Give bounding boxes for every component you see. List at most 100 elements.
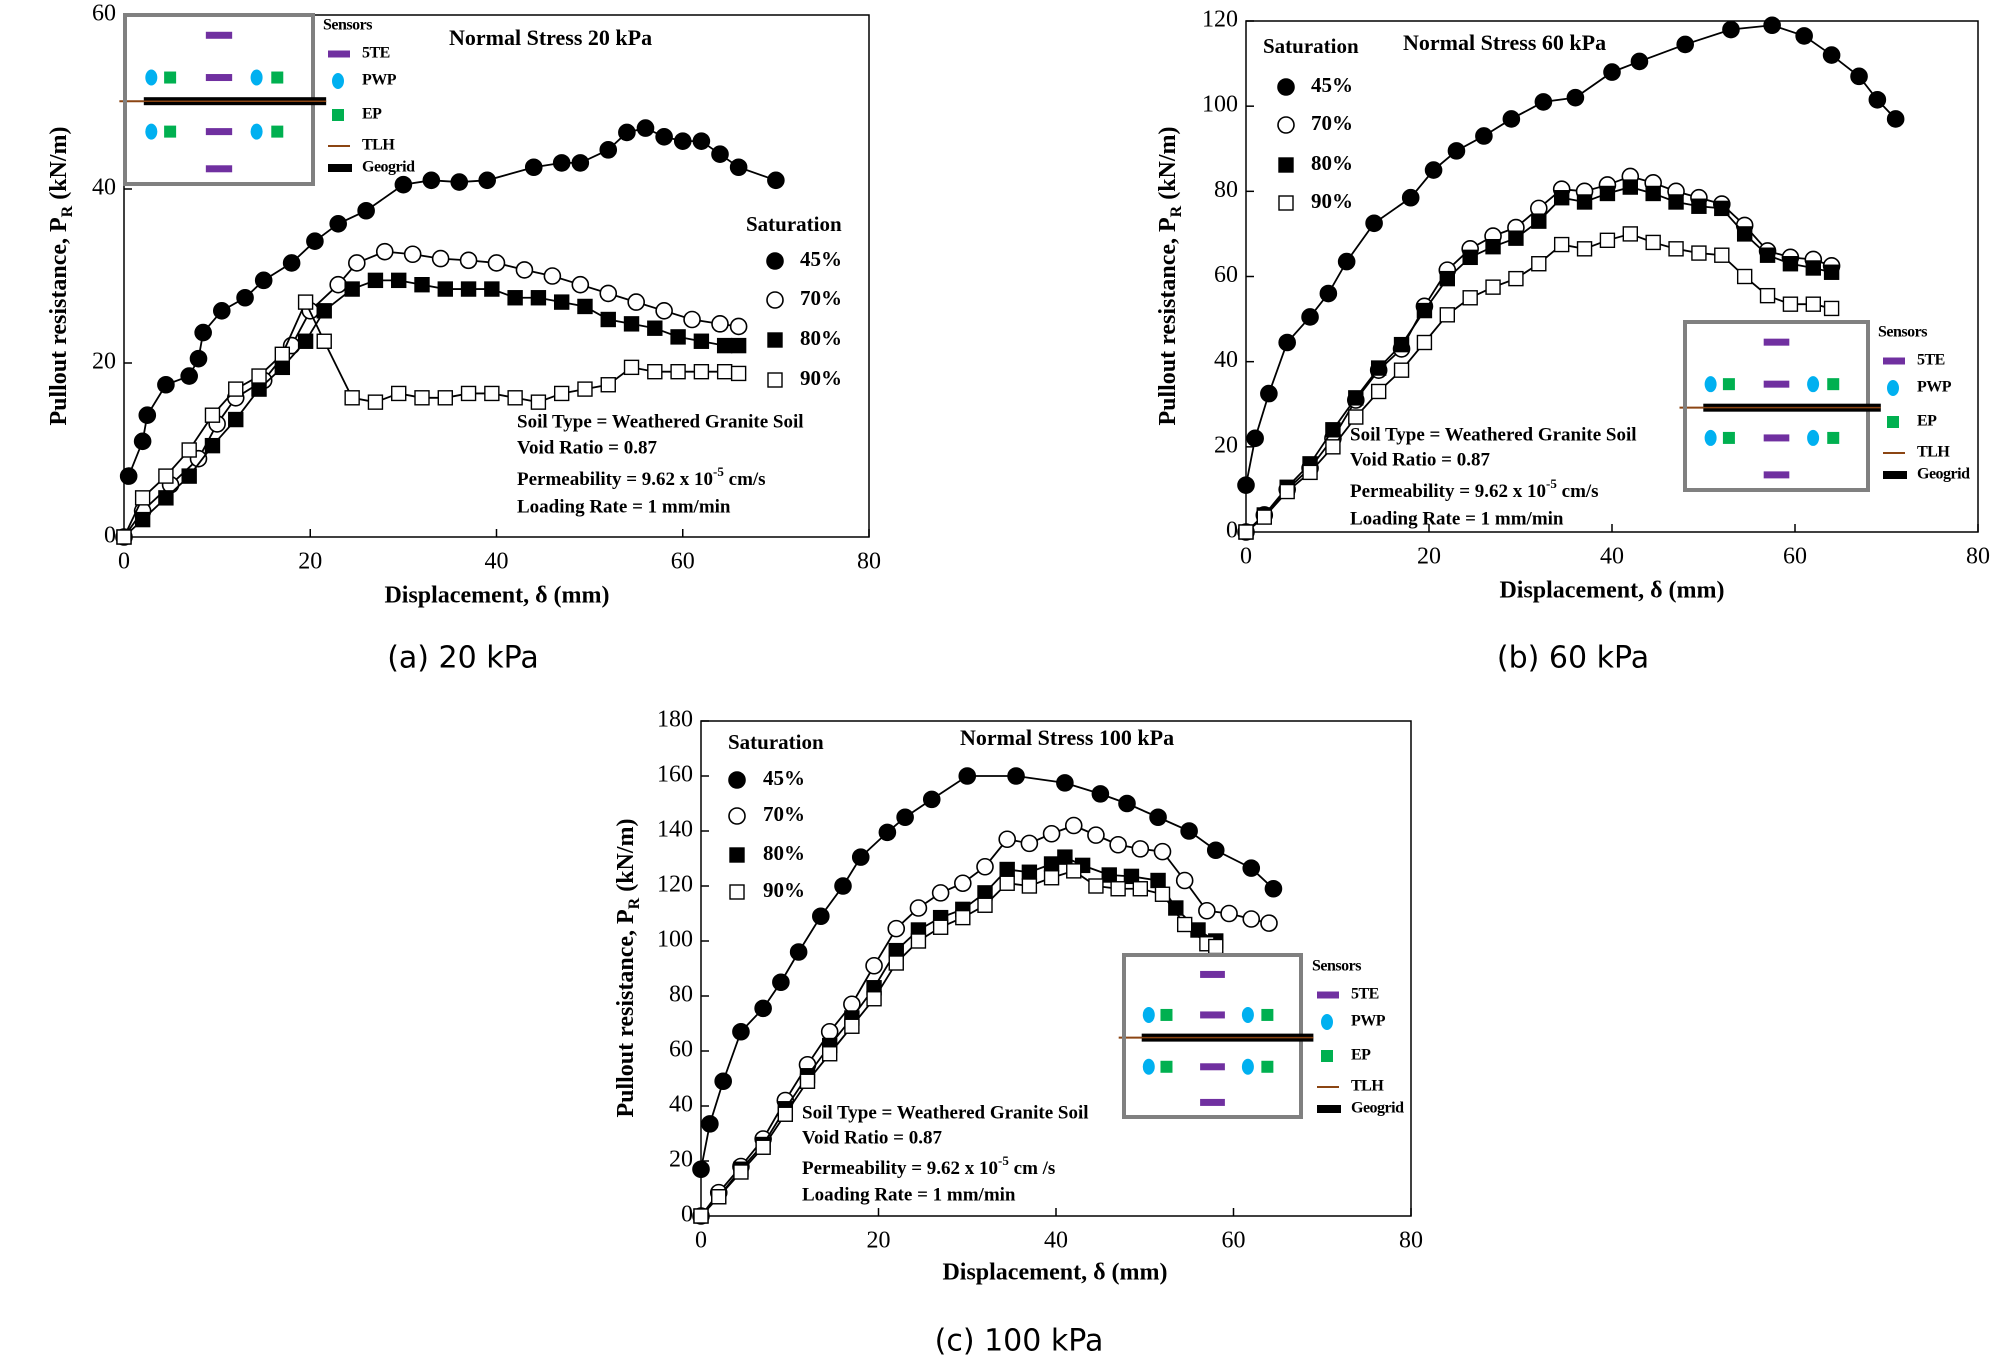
marker	[1534, 93, 1553, 111]
sensor-ep	[164, 125, 177, 138]
icon-pwp	[1321, 1014, 1333, 1030]
marker	[1645, 234, 1661, 251]
sensor-legend-label: Geogrid	[1351, 1100, 1404, 1117]
sensor-ep	[271, 125, 284, 138]
sensor-5te	[1200, 1011, 1225, 1019]
x-tick-label: 60	[1222, 1228, 1246, 1254]
x-tick-label: 0	[695, 1228, 707, 1254]
sensor-pwp	[1142, 1058, 1155, 1075]
marker	[450, 173, 469, 191]
icon-geogrid	[328, 164, 352, 172]
marker	[1714, 200, 1730, 217]
marker	[577, 298, 593, 315]
series-line	[123, 250, 739, 538]
marker	[1822, 46, 1841, 64]
icon-geogrid	[1883, 471, 1907, 479]
legend-label: 45%	[800, 247, 842, 271]
marker	[1736, 268, 1753, 285]
marker	[1508, 230, 1524, 246]
sensor-5te	[1200, 1098, 1225, 1106]
marker	[212, 301, 231, 320]
marker	[851, 848, 870, 866]
legend-label: 45%	[1311, 73, 1353, 97]
marker	[714, 1072, 732, 1091]
x-axis-label: Displacement, δ (mm)	[384, 583, 609, 609]
marker	[683, 310, 701, 329]
sensor-pwp	[1241, 1006, 1254, 1023]
marker	[1823, 300, 1840, 317]
sensor-5te	[205, 128, 233, 136]
sensor-pwp	[145, 123, 158, 140]
marker	[553, 385, 570, 402]
legend-label: 90%	[1311, 189, 1353, 213]
marker	[1176, 916, 1193, 933]
marker	[772, 973, 790, 992]
marker	[767, 332, 783, 348]
marker	[692, 1160, 710, 1179]
y-tick-label: 40	[1214, 347, 1238, 373]
marker	[1123, 868, 1140, 885]
x-tick-label: 80	[857, 549, 881, 575]
marker	[878, 823, 897, 842]
marker	[1319, 284, 1338, 303]
marker	[282, 254, 301, 272]
annotation: Permeability = 9.62 x 10-5 cm/s	[1350, 476, 1599, 502]
marker	[1043, 856, 1060, 872]
marker	[766, 252, 784, 270]
annotation: Soil Type = Weathered Granite Soil	[517, 411, 804, 432]
marker	[1220, 904, 1238, 923]
marker	[274, 359, 291, 376]
y-tick-label: 120	[657, 872, 693, 898]
marker	[571, 154, 590, 172]
marker	[896, 808, 914, 827]
caption: (b) 60 kPa	[1497, 641, 1649, 676]
annotation-part: Permeability = 9.62 x 10	[1350, 481, 1546, 502]
marker	[344, 281, 360, 297]
marker	[414, 277, 430, 293]
marker	[134, 511, 151, 528]
x-tick-label: 80	[1399, 1228, 1423, 1254]
marker	[1622, 226, 1639, 242]
marker	[1805, 260, 1822, 276]
marker	[1759, 247, 1776, 263]
marker	[1370, 360, 1387, 376]
annotation: Soil Type = Weathered Granite Soil	[1350, 424, 1637, 445]
marker	[716, 364, 733, 380]
marker	[414, 390, 430, 406]
marker	[1691, 198, 1707, 214]
marker	[1206, 841, 1225, 860]
marker	[1759, 287, 1776, 304]
legend-label: 80%	[1311, 151, 1353, 175]
marker	[1795, 27, 1813, 45]
sensor-legend-label: TLH	[1351, 1078, 1384, 1095]
sensor-legend-label: 5TE	[1917, 352, 1945, 369]
marker	[1736, 226, 1753, 242]
marker	[274, 346, 291, 362]
marker	[977, 897, 993, 913]
marker	[1531, 256, 1547, 272]
marker	[1393, 362, 1410, 378]
marker	[1021, 864, 1038, 880]
sensor-legend-label: TLH	[362, 137, 395, 154]
sensor-pwp	[1142, 1006, 1155, 1023]
marker	[1439, 307, 1456, 323]
y-tick-label: 0	[104, 523, 116, 549]
x-axis-label: Displacement, δ (mm)	[942, 1260, 1167, 1286]
annotation-part: -5	[1546, 476, 1557, 491]
marker	[623, 359, 640, 376]
y-tick-label: 20	[1214, 432, 1238, 458]
marker	[1348, 409, 1364, 425]
x-tick-label: 20	[867, 1228, 891, 1254]
legend-title: Saturation	[728, 730, 824, 754]
marker	[1101, 867, 1117, 883]
marker	[1668, 241, 1684, 257]
sensor-legend-label: 5TE	[362, 45, 390, 62]
y-tick-label: 0	[1226, 518, 1238, 544]
marker	[1763, 16, 1781, 35]
marker	[789, 943, 808, 961]
marker	[728, 771, 746, 789]
y-axis-label-part: R	[626, 897, 643, 909]
legend-label: 45%	[763, 766, 805, 790]
marker	[251, 368, 267, 384]
marker	[701, 1115, 719, 1133]
